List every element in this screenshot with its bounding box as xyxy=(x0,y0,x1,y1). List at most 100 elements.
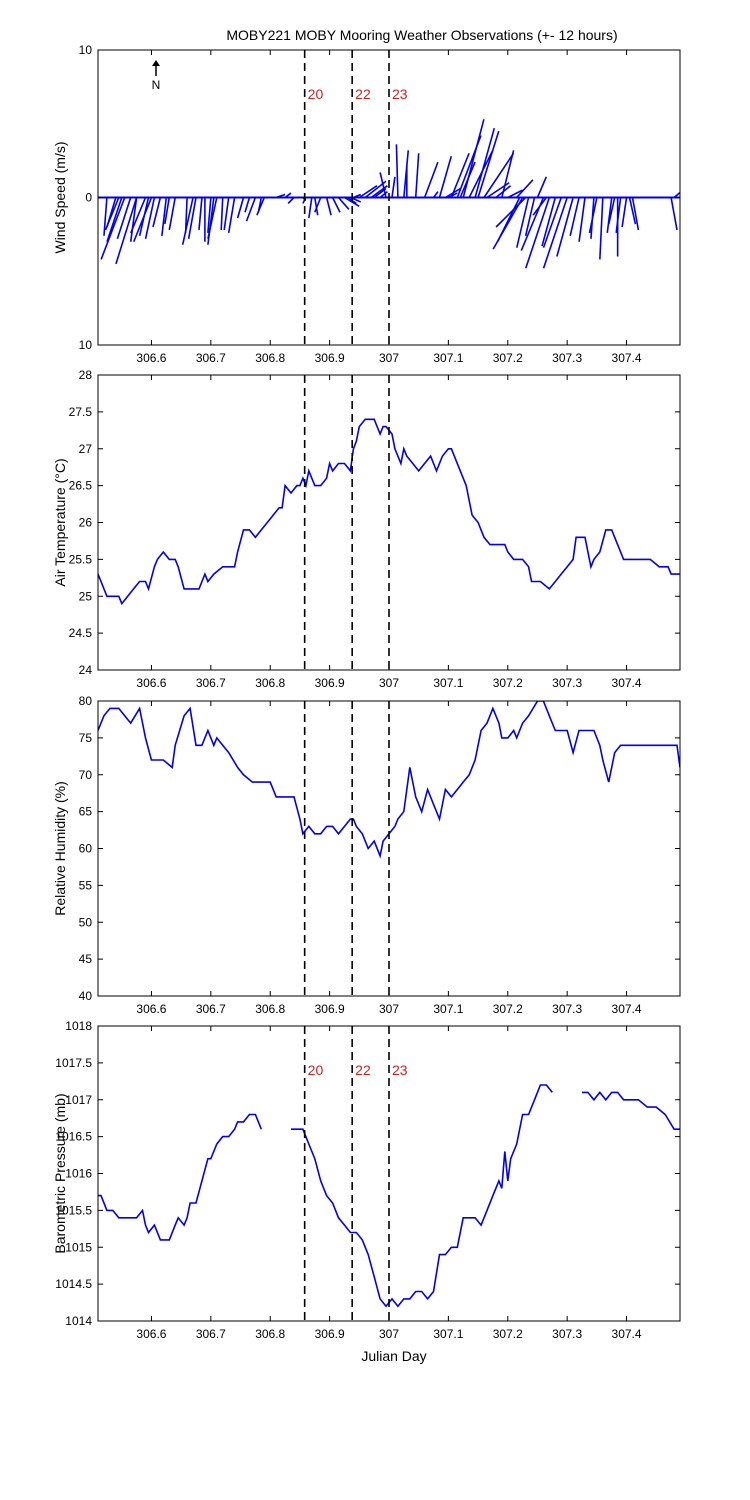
event-marker-label: 22 xyxy=(355,86,371,102)
event-marker-label: 23 xyxy=(392,86,408,102)
y-tick-label: 45 xyxy=(79,952,93,966)
wind-vector xyxy=(423,161,439,198)
y-tick-label: 10 xyxy=(79,43,93,57)
wind-vector xyxy=(337,196,350,210)
y-tick-label: 10 xyxy=(79,338,93,352)
wind-vector xyxy=(358,185,378,199)
wind-vector xyxy=(129,197,138,242)
wind-vector xyxy=(621,197,628,228)
wind-vector xyxy=(220,197,224,230)
event-marker-label: 22 xyxy=(355,1062,371,1078)
north-label: N xyxy=(152,78,161,92)
wind-vector xyxy=(106,197,123,243)
wind-vector xyxy=(308,197,313,219)
wind-vector xyxy=(541,197,557,247)
wind-vector xyxy=(599,197,604,260)
x-tick-label: 306.8 xyxy=(255,1002,285,1016)
wind-vector xyxy=(227,197,236,234)
figure-title: MOBY221 MOBY Mooring Weather Observation… xyxy=(226,27,617,43)
wind-vector xyxy=(133,197,153,243)
x-tick-label: 307.1 xyxy=(433,351,463,365)
y-axis-label: Barometric Pressure (mb) xyxy=(52,1093,68,1253)
x-tick-label: 307.1 xyxy=(433,1327,463,1341)
x-tick-label: 306.6 xyxy=(136,351,166,365)
wind-vector xyxy=(524,197,551,269)
wind-vector xyxy=(438,155,453,198)
data-layer xyxy=(98,701,680,859)
x-tick-label: 306.9 xyxy=(315,351,345,365)
wind-vector xyxy=(483,152,515,198)
x-tick-label: 307.3 xyxy=(552,676,582,690)
wind-vector xyxy=(370,185,388,199)
wind-vector xyxy=(103,197,108,236)
wind-vector xyxy=(104,197,120,231)
x-tick-label: 307.2 xyxy=(493,676,523,690)
series-line xyxy=(98,418,680,606)
panels: 20 22 23 306.6 306.7 306.8 306.9 307 307.1 307.2 3… xyxy=(52,43,681,1341)
wind-vector xyxy=(379,172,387,198)
event-marker-label: 23 xyxy=(392,1062,408,1078)
y-tick-label: 25 xyxy=(79,589,93,603)
wind-vector xyxy=(606,197,613,233)
wind-vector xyxy=(244,197,251,213)
y-tick-label: 65 xyxy=(79,805,93,819)
event-marker-label: 20 xyxy=(308,86,324,102)
wind-vector xyxy=(284,192,292,199)
wind-vector xyxy=(325,197,332,216)
y-tick-label: 1017 xyxy=(65,1093,92,1107)
wind-vector xyxy=(161,197,168,236)
event-marker-label: 20 xyxy=(308,1062,324,1078)
wind-vector xyxy=(130,197,147,234)
x-tick-label: 306.6 xyxy=(136,1002,166,1016)
y-tick-label: 1014 xyxy=(65,1314,92,1328)
x-tick-label: 307.1 xyxy=(433,1002,463,1016)
wind-vector xyxy=(115,197,138,265)
wind-vector xyxy=(164,197,171,225)
x-tick-label: 306.8 xyxy=(255,351,285,365)
wind-vector xyxy=(331,197,341,213)
x-tick-label: 306.7 xyxy=(196,1327,226,1341)
y-tick-label: 80 xyxy=(79,694,93,708)
y-tick-label: 24.5 xyxy=(69,626,93,640)
wind-vector xyxy=(207,197,218,239)
wind-vector xyxy=(168,197,176,231)
wind-vector xyxy=(588,197,598,234)
wind-vector xyxy=(536,176,548,198)
wind-vector xyxy=(256,197,266,216)
y-tick-label: 26.5 xyxy=(69,479,93,493)
wind-vector xyxy=(515,197,530,248)
x-tick-label: 306.9 xyxy=(315,676,345,690)
x-tick-label: 306.9 xyxy=(315,1002,345,1016)
y-tick-label: 27.5 xyxy=(69,405,93,419)
wind-vector xyxy=(395,144,399,198)
wind-vector xyxy=(450,152,470,198)
y-tick-label: 28 xyxy=(79,368,93,382)
x-tick-label: 307.4 xyxy=(612,351,642,365)
wind-vector xyxy=(501,150,515,198)
y-tick-label: 1016 xyxy=(65,1167,92,1181)
x-tick-label: 307 xyxy=(379,676,399,690)
x-tick-label: 307 xyxy=(379,351,399,365)
series-line xyxy=(98,701,680,859)
data-layer xyxy=(98,1084,680,1308)
panel-1: 20 22 23 306.6 306.7 306.8 306.9 307 307.1 307.2 3… xyxy=(52,43,681,365)
wind-vector xyxy=(615,197,622,233)
x-tick-label: 307 xyxy=(379,1327,399,1341)
y-tick-label: 40 xyxy=(79,989,93,1003)
wind-vector xyxy=(344,196,360,208)
x-tick-label: 306.8 xyxy=(255,1327,285,1341)
panel-4: 20 22 23 306.6 306.7 306.8 306.9 307 307.1 307.2 3… xyxy=(52,1019,681,1341)
wind-vector xyxy=(462,119,485,198)
x-tick-label: 307.2 xyxy=(493,351,523,365)
wind-vector xyxy=(477,130,500,198)
x-tick-label: 307.4 xyxy=(612,1002,642,1016)
y-tick-label: 1015 xyxy=(65,1240,92,1254)
wind-vector xyxy=(391,176,396,198)
north-arrow-icon: N xyxy=(152,60,161,92)
y-axis-label: Wind Speed (m/s) xyxy=(52,141,68,253)
y-tick-label: 1014.5 xyxy=(55,1277,92,1291)
wind-vector xyxy=(116,197,132,240)
x-tick-label: 306.7 xyxy=(196,676,226,690)
x-tick-label: 307.3 xyxy=(552,1002,582,1016)
